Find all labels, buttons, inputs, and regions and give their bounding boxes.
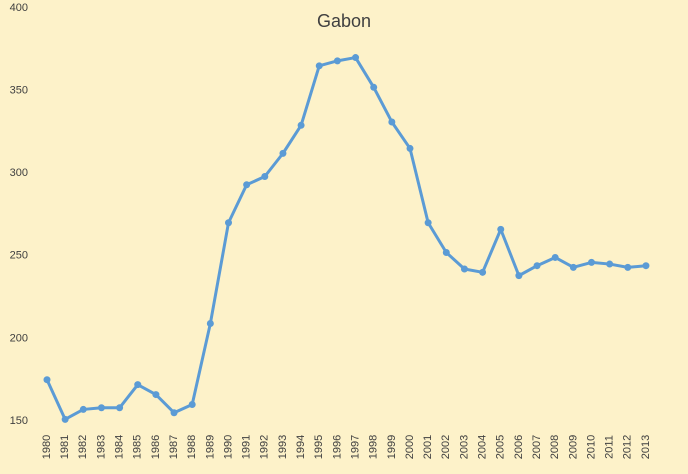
marker — [569, 263, 577, 271]
marker — [424, 219, 432, 227]
marker — [388, 118, 396, 126]
y-tick-label: 350 — [10, 85, 28, 97]
x-tick-label: 2007 — [531, 435, 543, 459]
y-tick-label: 200 — [10, 332, 28, 344]
x-tick-label: 1990 — [222, 435, 234, 459]
marker — [460, 265, 468, 273]
marker — [533, 262, 541, 270]
marker — [152, 391, 160, 399]
marker — [279, 149, 287, 157]
marker — [243, 181, 251, 189]
marker — [515, 272, 523, 280]
x-tick-label: 2002 — [440, 435, 452, 459]
marker — [43, 376, 51, 384]
line — [45, 56, 647, 421]
marker — [479, 268, 487, 276]
x-tick-label: 1988 — [186, 435, 198, 459]
marker — [606, 260, 614, 268]
marker — [352, 54, 360, 62]
x-tick-label: 1996 — [331, 435, 343, 459]
x-tick-label: 2006 — [513, 435, 525, 459]
x-tick-label: 1992 — [259, 435, 271, 459]
x-tick-label: 1987 — [168, 435, 180, 459]
x-tick-label: 2011 — [604, 435, 616, 459]
x-tick-label: 1997 — [349, 435, 361, 459]
x-tick-label: 1980 — [41, 435, 53, 459]
x-tick-label: 2005 — [495, 435, 507, 459]
x-tick-label: 2004 — [477, 435, 489, 459]
marker — [497, 225, 505, 233]
marker — [261, 173, 269, 181]
x-tick-label: 1998 — [368, 435, 380, 459]
x-tick-label: 1983 — [95, 435, 107, 459]
y-tick-label: 150 — [10, 415, 28, 427]
marker — [370, 83, 378, 91]
marker — [97, 404, 105, 412]
x-tick-label: 1999 — [386, 435, 398, 459]
x-tick-label: 2001 — [422, 435, 434, 459]
x-tick-label: 2010 — [585, 435, 597, 459]
marker — [206, 320, 214, 328]
marker — [315, 62, 323, 70]
marker — [61, 415, 69, 423]
x-tick-label: 1993 — [277, 435, 289, 459]
x-tick-label: 2013 — [640, 435, 652, 459]
x-tick-label: 1981 — [59, 435, 71, 459]
y-tick-label: 250 — [10, 250, 28, 262]
x-tick-label: 1984 — [114, 435, 126, 459]
y-tick-label: 300 — [10, 167, 28, 179]
x-tick-label: 2009 — [567, 435, 579, 459]
x-tick-label: 1986 — [150, 435, 162, 459]
marker — [442, 248, 450, 256]
x-tick-label: 2000 — [404, 435, 416, 459]
x-tick-label: 1982 — [77, 435, 89, 459]
x-tick-label: 1991 — [241, 435, 253, 459]
marker — [642, 262, 650, 270]
marker — [134, 381, 142, 389]
x-tick-label: 1994 — [295, 435, 307, 459]
marker — [79, 405, 87, 413]
marker — [170, 409, 178, 417]
y-tick-label: 400 — [10, 2, 28, 14]
x-tick-label: 2008 — [549, 435, 561, 459]
marker — [225, 219, 232, 227]
marker — [551, 253, 559, 261]
x-tick-label: 1989 — [204, 435, 216, 459]
marker — [116, 404, 124, 412]
marker — [624, 263, 632, 271]
marker — [333, 57, 341, 65]
x-tick-label: 1995 — [313, 435, 325, 459]
chart-title: Gabon — [317, 11, 371, 31]
marker — [406, 144, 414, 152]
marker — [188, 400, 196, 408]
x-tick-label: 1985 — [132, 435, 144, 459]
x-tick-label: 2003 — [458, 435, 470, 459]
x-tick-label: 2012 — [622, 435, 634, 459]
marker — [297, 121, 305, 129]
marker — [588, 258, 595, 266]
